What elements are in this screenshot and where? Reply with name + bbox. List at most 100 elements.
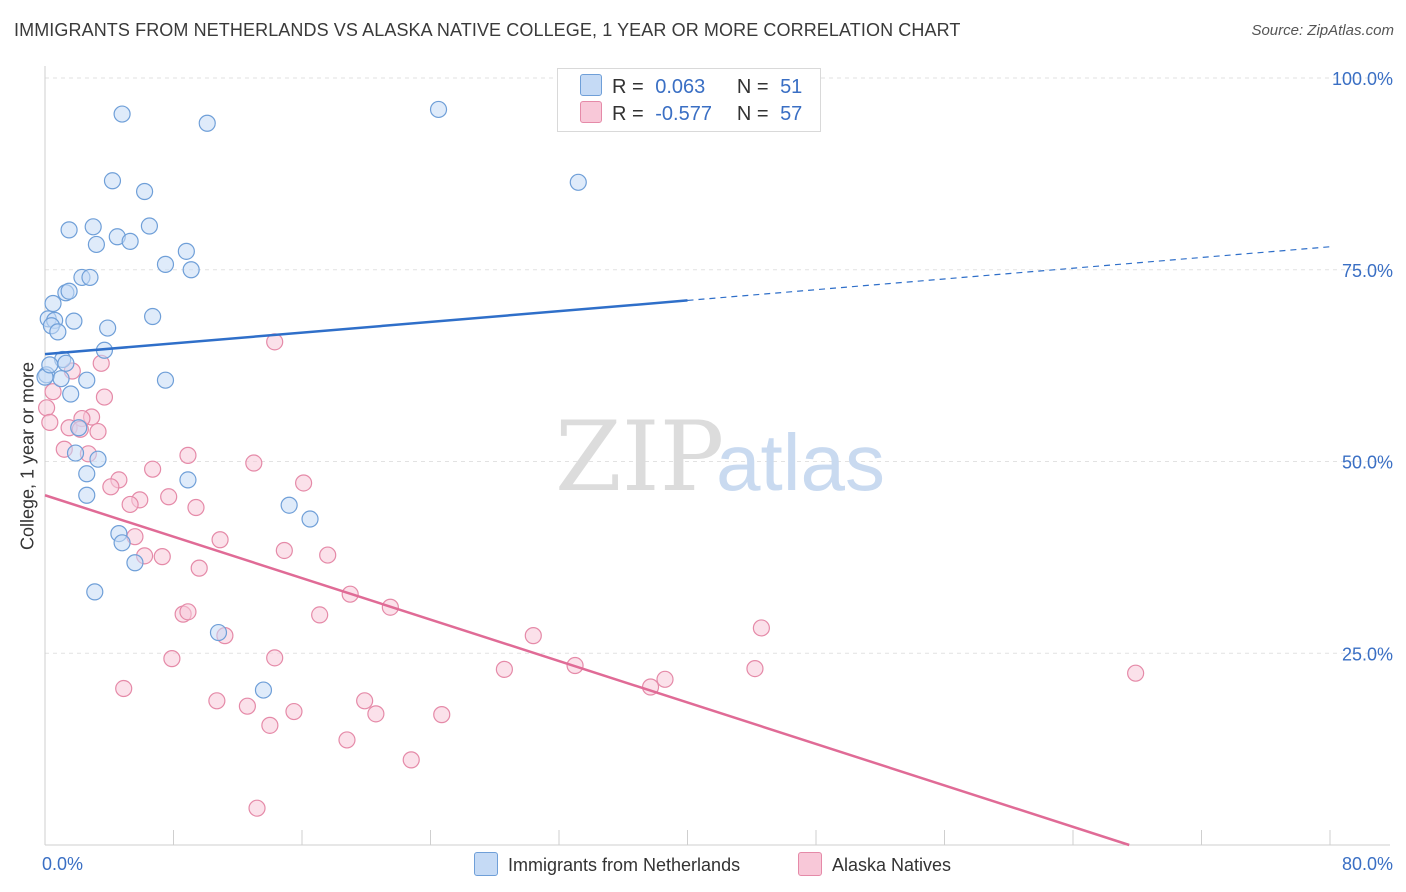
watermark-atlas: atlas xyxy=(716,418,885,507)
data-point-netherlands xyxy=(41,356,59,374)
data-point-alaska xyxy=(179,446,197,464)
blue-swatch xyxy=(580,74,602,96)
grid-lines xyxy=(45,77,1390,654)
data-point-netherlands xyxy=(301,510,319,528)
y-tick-label: 25.0% xyxy=(1342,644,1393,664)
data-point-netherlands xyxy=(78,371,96,389)
data-point-netherlands xyxy=(156,371,175,389)
data-point-alaska xyxy=(295,474,313,492)
r-label: R = xyxy=(612,76,644,98)
data-point-alaska xyxy=(163,650,181,668)
data-point-netherlands xyxy=(179,471,197,489)
data-point-alaska xyxy=(524,627,542,645)
legend-item-alaska-natives[interactable]: Alaska Natives xyxy=(798,852,951,876)
y-tick-label: 100.0% xyxy=(1332,69,1393,89)
data-point-alaska xyxy=(144,460,162,478)
legend-label: Immigrants from Netherlands xyxy=(508,855,741,875)
legend-blue-swatch xyxy=(474,852,498,876)
data-point-netherlands xyxy=(113,105,131,123)
data-point-alaska xyxy=(1127,664,1145,682)
data-point-alaska xyxy=(356,692,374,710)
r-value: 0.063 xyxy=(655,76,706,98)
data-point-netherlands xyxy=(156,255,175,273)
data-point-netherlands xyxy=(177,242,195,260)
source-credit: Source: ZipAtlas.com xyxy=(1251,22,1394,39)
y-tick-label: 50.0% xyxy=(1342,453,1393,473)
r-label: R = xyxy=(612,103,644,125)
data-point-netherlands xyxy=(121,232,139,250)
stats-row-netherlands: R = 0.063 N = 51 xyxy=(580,74,802,100)
data-point-netherlands xyxy=(86,583,104,601)
data-point-alaska xyxy=(752,619,770,637)
data-point-alaska xyxy=(153,548,171,566)
data-point-netherlands xyxy=(569,173,587,191)
data-point-alaska xyxy=(656,670,674,688)
x-tick-label: 0.0% xyxy=(42,854,83,874)
correlation-stats-box: R = 0.063 N = 51 R = -0.577 N = 57 xyxy=(557,68,821,132)
data-point-alaska xyxy=(495,660,513,678)
data-point-alaska xyxy=(338,731,356,749)
data-point-alaska xyxy=(41,413,59,431)
data-point-alaska xyxy=(367,705,385,723)
data-point-netherlands xyxy=(99,319,117,337)
data-point-alaska xyxy=(115,679,133,698)
data-point-netherlands xyxy=(113,534,131,552)
data-point-netherlands xyxy=(70,419,88,437)
legend-label: Alaska Natives xyxy=(832,855,952,875)
data-point-alaska xyxy=(238,697,256,715)
trend-line-netherlands-extension xyxy=(687,246,1331,302)
watermark-zip: ZIP xyxy=(555,401,724,513)
data-point-alaska xyxy=(311,606,329,624)
stats-row-alaska: R = -0.577 N = 57 xyxy=(580,101,802,127)
axes xyxy=(44,66,1390,846)
data-point-alaska xyxy=(319,546,337,564)
data-point-netherlands xyxy=(126,554,144,572)
data-point-netherlands xyxy=(103,172,122,190)
data-point-netherlands xyxy=(81,268,99,287)
x-tick-label: 80.0% xyxy=(1342,854,1393,874)
series-netherlands xyxy=(36,100,587,699)
data-point-netherlands xyxy=(78,465,96,483)
data-point-netherlands xyxy=(62,385,80,403)
data-point-alaska xyxy=(187,498,205,517)
data-point-alaska xyxy=(211,531,229,549)
data-point-netherlands xyxy=(87,235,106,254)
data-point-alaska xyxy=(433,706,451,724)
trend-line-netherlands xyxy=(44,299,688,356)
data-point-netherlands xyxy=(44,294,62,313)
data-point-alaska xyxy=(44,383,62,401)
tick-labels: 25.0% 50.0% 75.0% 100.0% 0.0% 80.0% xyxy=(42,69,1393,874)
data-point-alaska xyxy=(208,692,226,710)
r-value: -0.577 xyxy=(655,103,712,125)
data-point-alaska xyxy=(261,716,279,734)
data-point-alaska xyxy=(160,488,178,506)
data-point-alaska xyxy=(102,478,120,496)
data-point-netherlands xyxy=(49,323,67,341)
data-point-netherlands xyxy=(429,100,448,119)
data-point-alaska xyxy=(89,422,107,441)
data-point-netherlands xyxy=(135,182,154,201)
data-point-netherlands xyxy=(209,623,228,642)
data-point-netherlands xyxy=(182,261,200,279)
data-point-alaska xyxy=(121,495,139,514)
pink-swatch xyxy=(580,101,602,123)
y-tick-label: 75.0% xyxy=(1342,261,1393,281)
data-point-alaska xyxy=(248,799,266,817)
data-point-alaska xyxy=(179,603,197,621)
data-point-alaska xyxy=(266,649,284,667)
y-axis-label: College, 1 year or more xyxy=(17,361,38,551)
n-label: N = xyxy=(736,103,769,125)
data-point-alaska xyxy=(95,388,114,406)
data-point-netherlands xyxy=(60,221,78,239)
data-point-netherlands xyxy=(144,307,162,326)
n-value: 57 xyxy=(780,103,803,125)
data-point-netherlands xyxy=(66,444,85,462)
data-point-alaska xyxy=(38,399,56,417)
data-point-netherlands xyxy=(78,486,96,504)
data-point-netherlands xyxy=(89,450,107,468)
data-point-alaska xyxy=(275,541,293,560)
data-point-alaska xyxy=(245,454,263,472)
legend-item-netherlands[interactable]: Immigrants from Netherlands xyxy=(474,852,740,876)
data-point-alaska xyxy=(285,702,303,721)
